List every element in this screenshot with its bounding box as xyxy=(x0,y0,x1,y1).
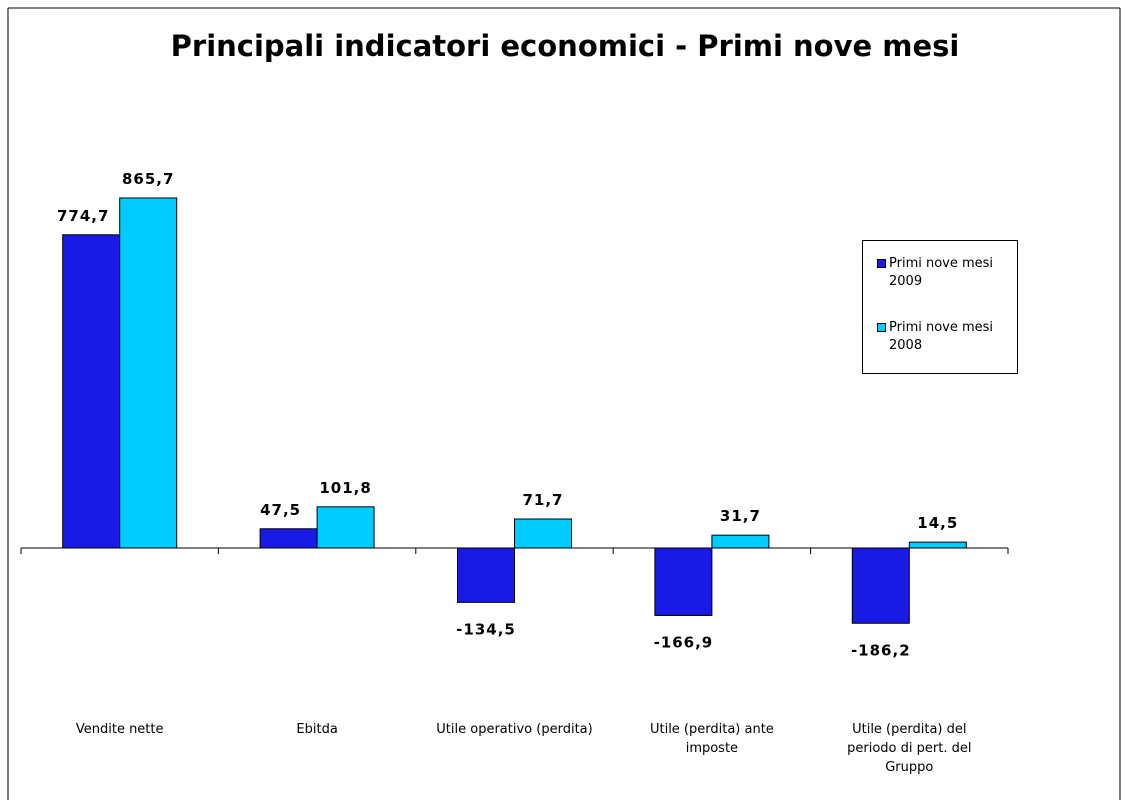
x-tick-label: Utile operativo (perdita) xyxy=(436,722,593,737)
legend-label: Primi nove mesi 2009 xyxy=(889,256,994,289)
data-label: -134,5 xyxy=(456,620,516,638)
legend-swatch xyxy=(877,259,886,268)
data-label: 774,7 xyxy=(57,207,109,225)
legend: Primi nove mesi 2009 Primi nove mesi 2008 xyxy=(862,240,1018,374)
data-label: -166,9 xyxy=(654,633,714,651)
bar xyxy=(457,547,515,603)
data-label: 71,7 xyxy=(522,491,563,509)
bar xyxy=(119,197,178,549)
data-label: 14,5 xyxy=(917,514,958,532)
x-tick-label: Utile (perdita) del periodo di pert. del… xyxy=(847,722,972,775)
chart-title: Principali indicatori economici - Primi … xyxy=(171,29,960,63)
bar xyxy=(851,547,910,624)
bar xyxy=(654,547,713,616)
bar xyxy=(711,534,770,549)
legend-swatch xyxy=(877,323,886,332)
bar xyxy=(259,528,318,549)
x-tick-label: Utile (perdita) ante imposte xyxy=(649,722,774,756)
legend-label: Primi nove mesi 2008 xyxy=(889,320,994,353)
data-label: 47,5 xyxy=(260,501,301,519)
x-tick-label: Ebitda xyxy=(296,722,338,737)
bar xyxy=(908,541,967,549)
data-label: 31,7 xyxy=(720,507,761,525)
legend-item: Primi nove mesi 2009 xyxy=(877,255,1012,291)
bar xyxy=(62,234,121,549)
data-label: 101,8 xyxy=(319,479,371,497)
data-label: 865,7 xyxy=(122,170,174,188)
bar xyxy=(514,518,572,549)
bar xyxy=(316,506,375,549)
x-tick-label: Vendite nette xyxy=(75,722,164,737)
data-label: -186,2 xyxy=(851,641,911,659)
legend-item: Primi nove mesi 2008 xyxy=(877,319,1012,355)
